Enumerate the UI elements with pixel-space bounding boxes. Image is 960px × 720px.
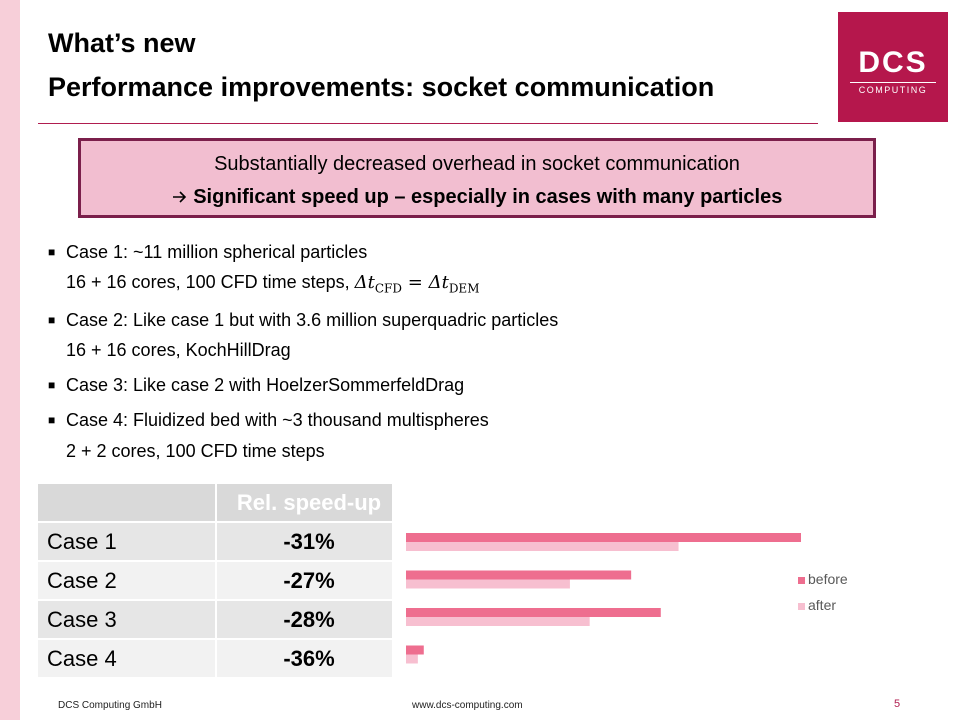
table-row: Case 1 -31% [38, 521, 392, 560]
bullet-case-2: Case 2: Like case 1 but with 3.6 million… [66, 310, 559, 330]
bullet-marker: ■ [48, 245, 56, 259]
math-equals: = [407, 272, 423, 293]
table-cell-case: Case 1 [38, 521, 215, 560]
timestep-equation: ΔtCFD = ΔtDEM [354, 272, 480, 296]
table-row: Case 4 -36% [38, 638, 392, 677]
bullet-case-1: Case 1: ~11 million spherical particles [66, 242, 368, 262]
logo-divider [850, 82, 936, 83]
bar-before-case-1 [406, 533, 801, 542]
bar-before-case-3 [406, 608, 661, 617]
table-cell-speedup: -31% [215, 521, 392, 560]
logo-text-computing: COMPUTING [858, 85, 928, 95]
bullet-marker: ■ [48, 313, 56, 327]
slide-subtitle: Performance improvements: socket communi… [48, 72, 715, 102]
bullet-case-4: Case 4: Fluidized bed with ~3 thousand m… [66, 410, 489, 430]
table-cell-speedup: -27% [215, 560, 392, 599]
bullet-marker: ■ [48, 413, 56, 427]
title-divider [38, 123, 818, 124]
callout-line-2: Significant speed up – especially in cas… [81, 186, 873, 209]
math-t-2: t [441, 272, 449, 293]
callout-line-2-text: Significant speed up – especially in cas… [193, 186, 783, 208]
math-t-1: t [367, 272, 375, 293]
footer-company: DCS Computing GmbH [58, 700, 162, 711]
table-header-speedup: Rel. speed-up [215, 484, 392, 521]
legend-swatch-after [798, 603, 805, 610]
page-number: 5 [894, 698, 901, 710]
bar-before-case-2 [406, 570, 632, 580]
math-sub-cfd: CFD [374, 281, 403, 296]
highlight-callout: Substantially decreased overhead in sock… [78, 138, 876, 218]
bullet-case-2-detail: 16 + 16 cores, KochHillDrag [66, 340, 291, 360]
math-delta-1: Δ [354, 272, 368, 293]
math-sub-dem: DEM [448, 281, 480, 296]
legend-label-after: after [808, 597, 836, 613]
table-header-empty [38, 484, 215, 521]
table-cell-speedup: -36% [215, 638, 392, 677]
footer-website[interactable]: www.dcs-computing.com [412, 700, 523, 711]
left-accent-strip [0, 0, 20, 720]
bullet-case-3: Case 3: Like case 2 with HoelzerSommerfe… [66, 375, 465, 395]
legend-swatch-before [798, 577, 805, 584]
table-cell-case: Case 2 [38, 560, 215, 599]
speedup-table: Rel. speed-up Case 1 -31% Case 2 -27% Ca… [38, 484, 392, 677]
bar-after-case-4 [406, 654, 418, 664]
bar-before-case-4 [406, 645, 424, 655]
bar-after-case-3 [406, 617, 590, 626]
bullet-case-1-detail-text: 16 + 16 cores, 100 CFD time steps, [66, 272, 355, 292]
bullet-case-1-detail: 16 + 16 cores, 100 CFD time steps, ΔtCFD… [66, 272, 479, 296]
slide-title: What’s new [48, 28, 196, 58]
bar-after-case-1 [406, 542, 679, 551]
legend-label-before: before [808, 571, 848, 587]
bar-after-case-2 [406, 579, 570, 589]
bullet-marker: ■ [48, 378, 56, 392]
right-arrow-icon [172, 186, 194, 208]
table-row: Case 3 -28% [38, 599, 392, 638]
speedup-bar-chart: before after [406, 533, 848, 664]
logo-text-dcs: DCS [858, 46, 928, 79]
table-cell-case: Case 4 [38, 638, 215, 677]
table-row: Case 2 -27% [38, 560, 392, 599]
table-header-row: Rel. speed-up [38, 484, 392, 521]
bullet-case-4-detail: 2 + 2 cores, 100 CFD time steps [66, 441, 325, 461]
math-delta-2: Δ [428, 272, 442, 293]
table-cell-speedup: -28% [215, 599, 392, 638]
table-cell-case: Case 3 [38, 599, 215, 638]
dcs-computing-logo: DCS COMPUTING [838, 12, 948, 122]
callout-line-1: Substantially decreased overhead in sock… [214, 153, 740, 175]
